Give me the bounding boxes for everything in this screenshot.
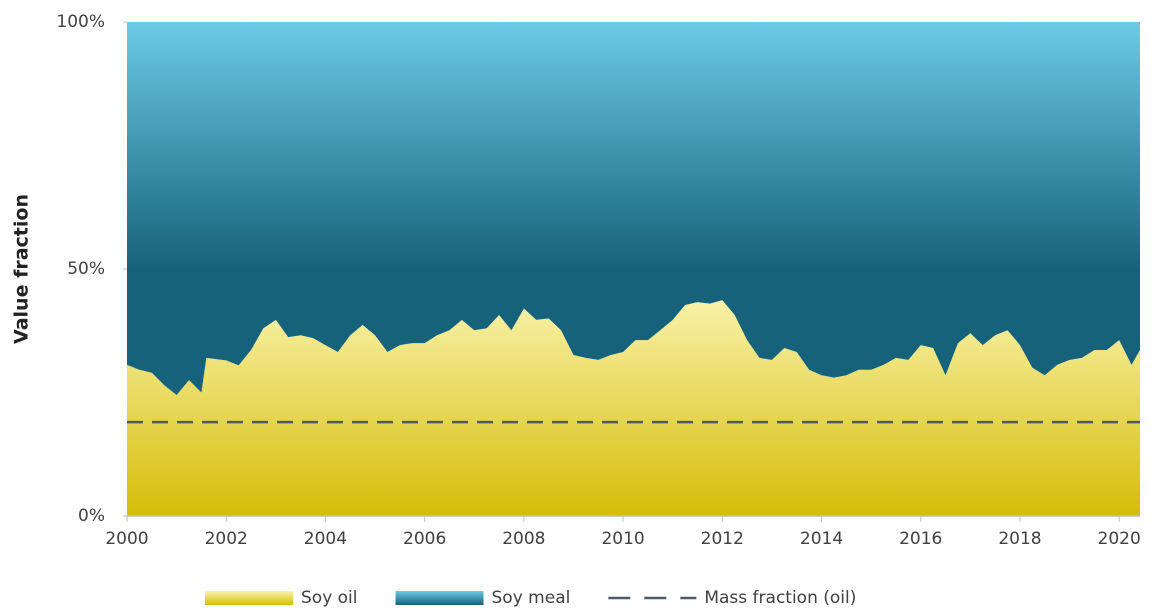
y-axis-title: Value fraction: [11, 194, 33, 344]
x-tick-label: 2020: [1098, 529, 1141, 549]
legend: Soy oil Soy meal Mass fraction (oil): [205, 588, 856, 608]
area: [127, 22, 1140, 395]
legend-label: Mass fraction (oil): [704, 588, 856, 608]
x-tick-label: 2006: [403, 529, 446, 549]
x-tick-label: 2012: [701, 529, 744, 549]
x-tick-label: 2010: [601, 529, 644, 549]
x-tick-label: 2014: [800, 529, 843, 549]
y-tick-label: 50%: [67, 259, 105, 279]
legend-swatch: [395, 591, 484, 605]
x-tick-label: 2008: [502, 529, 545, 549]
legend-swatch: [205, 591, 293, 605]
x-tick-label: 2002: [205, 529, 248, 549]
legend-label: Soy oil: [301, 588, 358, 608]
x-tick-label: 2004: [304, 529, 347, 549]
y-tick-label: 0%: [78, 506, 105, 526]
area: [127, 300, 1140, 516]
y-tick-label: 100%: [56, 12, 105, 32]
x-tick-label: 2016: [899, 529, 942, 549]
x-tick-label: 2018: [998, 529, 1041, 549]
legend-label: Soy meal: [492, 588, 571, 608]
x-tick-label: 2000: [105, 529, 148, 549]
